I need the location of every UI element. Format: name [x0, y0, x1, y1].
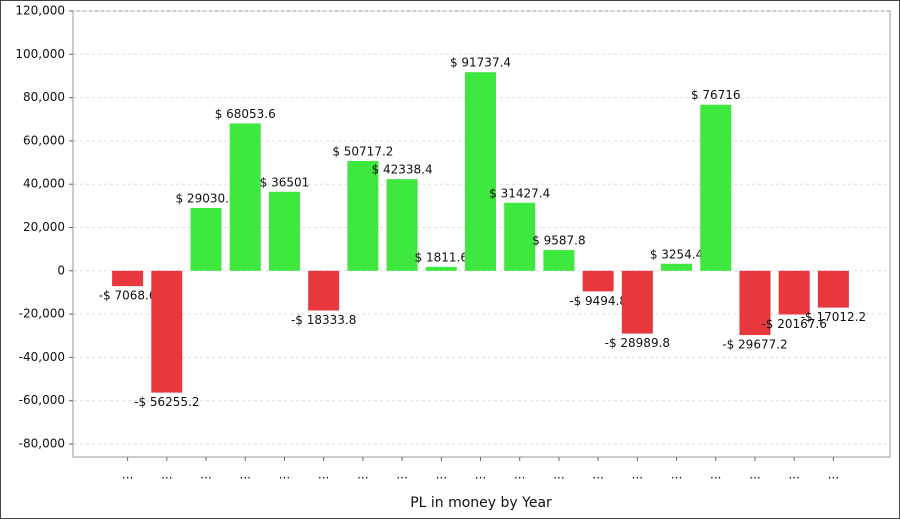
y-tick-label: -20,000 — [19, 307, 65, 321]
x-tick-label: ... — [279, 468, 290, 482]
value-label: $ 50717.2 — [332, 145, 393, 159]
bar — [112, 270, 144, 287]
value-label: $ 31427.4 — [489, 186, 550, 200]
bar — [817, 270, 849, 308]
x-tick-label: ... — [710, 468, 721, 482]
x-tick-label: ... — [592, 468, 603, 482]
value-label: -$ 17012.2 — [801, 310, 866, 324]
x-tick-label: ... — [514, 468, 525, 482]
x-tick-label: ... — [475, 468, 486, 482]
x-tick-label: ... — [436, 468, 447, 482]
bar — [504, 202, 536, 271]
x-tick-label: ... — [671, 468, 682, 482]
value-label: -$ 18333.8 — [291, 313, 356, 327]
x-tick-label: ... — [553, 468, 564, 482]
y-tick-label: -60,000 — [19, 393, 65, 407]
x-tick-label: ... — [788, 468, 799, 482]
y-tick-label: -40,000 — [19, 350, 65, 364]
x-tick-label: ... — [396, 468, 407, 482]
x-tick-label: ... — [632, 468, 643, 482]
value-label: $ 3254.4 — [650, 247, 703, 261]
bar — [621, 270, 653, 334]
y-tick-label: 60,000 — [23, 133, 65, 147]
value-label: $ 9587.8 — [532, 234, 585, 248]
value-label: $ 68053.6 — [215, 107, 276, 121]
value-label: $ 29030.6 — [175, 191, 236, 205]
y-tick-label: 100,000 — [15, 47, 65, 61]
y-tick-label: -80,000 — [19, 437, 65, 451]
bar — [465, 72, 496, 271]
value-label: $ 36501 — [260, 175, 310, 189]
x-tick-label: ... — [318, 468, 329, 482]
bar — [229, 123, 261, 271]
x-tick-label: ... — [161, 468, 172, 482]
y-tick-label: 0 — [57, 263, 65, 277]
y-tick-label: 80,000 — [23, 90, 65, 104]
bar — [700, 104, 732, 271]
x-tick-label: ... — [357, 468, 368, 482]
bar — [543, 250, 575, 271]
value-label: -$ 9494.8 — [569, 294, 627, 308]
bar — [739, 270, 771, 336]
x-tick-label: ... — [240, 468, 251, 482]
bar — [582, 270, 614, 292]
x-tick-label: ... — [122, 468, 133, 482]
bar — [151, 270, 183, 393]
bar — [347, 161, 379, 271]
y-tick-label: 40,000 — [23, 177, 65, 191]
value-label: $ 91737.4 — [450, 56, 511, 70]
bar — [386, 179, 418, 271]
value-label: $ 42338.4 — [372, 163, 433, 177]
value-label: -$ 28989.8 — [605, 336, 670, 350]
x-axis-label: PL in money by Year — [410, 495, 552, 511]
bar — [190, 207, 222, 271]
value-label: -$ 56255.2 — [134, 395, 199, 409]
value-label: -$ 7068.6 — [99, 289, 157, 303]
bar — [268, 191, 300, 271]
x-tick-label: ... — [200, 468, 211, 482]
y-tick-label: 20,000 — [23, 220, 65, 234]
value-label: -$ 20167.6 — [761, 317, 826, 331]
value-label: $ 1811.6 — [415, 250, 468, 264]
bar — [308, 270, 340, 311]
value-label: -$ 29677.2 — [722, 338, 787, 352]
x-tick-label: ... — [828, 468, 839, 482]
y-tick-label: 120,000 — [15, 4, 65, 18]
value-label: $ 76716 — [691, 88, 741, 102]
bar — [661, 263, 693, 271]
x-tick-label: ... — [749, 468, 760, 482]
bar — [778, 270, 810, 315]
bar — [425, 266, 457, 271]
